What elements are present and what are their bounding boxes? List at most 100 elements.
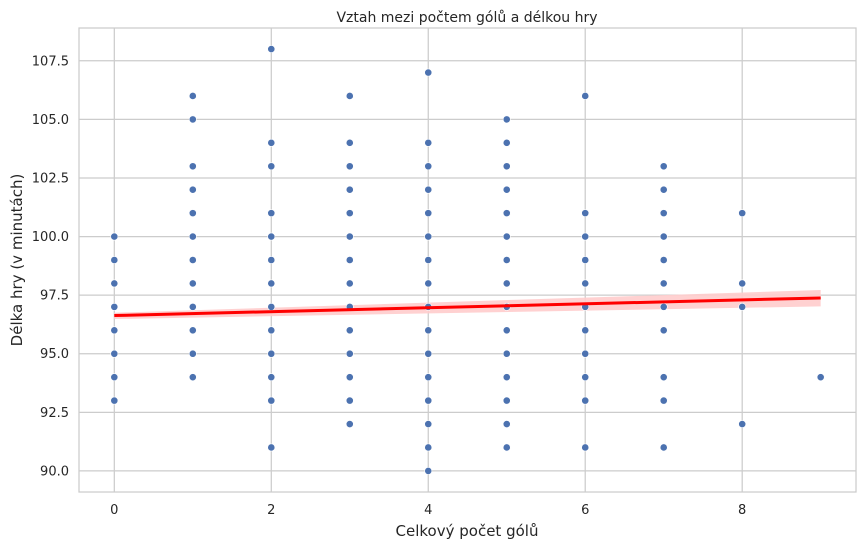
data-point xyxy=(188,232,197,241)
data-point xyxy=(267,138,276,147)
data-point xyxy=(188,302,197,311)
y-tick-label: 107.5 xyxy=(32,54,69,69)
data-point xyxy=(110,349,119,358)
data-point xyxy=(659,209,668,218)
data-point xyxy=(424,209,433,218)
data-point xyxy=(581,326,590,335)
data-point xyxy=(659,373,668,382)
data-point xyxy=(345,209,354,218)
data-point xyxy=(581,349,590,358)
data-point xyxy=(424,373,433,382)
data-point xyxy=(581,232,590,241)
data-point xyxy=(659,185,668,194)
data-point xyxy=(424,420,433,428)
data-point xyxy=(424,396,433,405)
data-point xyxy=(659,302,668,311)
data-point xyxy=(424,349,433,358)
data-points xyxy=(110,45,825,475)
data-point xyxy=(502,115,511,124)
data-point xyxy=(424,232,433,241)
data-point xyxy=(267,443,276,452)
data-point xyxy=(188,326,197,335)
x-tick-label: 2 xyxy=(267,503,275,518)
data-point xyxy=(345,162,354,171)
x-tick-label: 8 xyxy=(738,503,746,518)
data-point xyxy=(502,256,511,264)
data-point xyxy=(267,326,276,335)
data-point xyxy=(110,232,119,241)
data-point xyxy=(816,373,825,382)
y-tick-label: 97.5 xyxy=(40,289,69,304)
data-point xyxy=(502,396,511,405)
data-point xyxy=(659,443,668,452)
data-point xyxy=(188,279,197,288)
data-point xyxy=(424,185,433,194)
data-point xyxy=(502,443,511,452)
data-point xyxy=(345,232,354,241)
data-point xyxy=(267,256,276,264)
data-point xyxy=(267,279,276,288)
data-point xyxy=(502,349,511,358)
data-point xyxy=(581,209,590,218)
x-axis-label: Celkový počet gólů xyxy=(396,522,539,540)
x-tick-label: 0 xyxy=(110,503,118,518)
data-point xyxy=(267,232,276,241)
data-point xyxy=(110,256,119,264)
data-point xyxy=(502,162,511,171)
data-point xyxy=(581,256,590,264)
data-point xyxy=(345,279,354,288)
data-point xyxy=(188,349,197,358)
data-point xyxy=(659,396,668,405)
y-tick-label: 92.5 xyxy=(40,406,69,421)
data-point xyxy=(345,420,354,428)
data-point xyxy=(581,279,590,288)
data-point xyxy=(581,92,590,100)
x-tick-label: 4 xyxy=(424,503,432,518)
data-point xyxy=(267,373,276,382)
y-tick-labels: 90.0 92.5 95.0 97.5 100.0 102.5 105.0 107.5 xyxy=(32,54,69,479)
data-point xyxy=(581,373,590,382)
data-point xyxy=(188,162,197,171)
chart-title: Vztah mezi počtem gólů a délkou hry xyxy=(336,10,597,26)
regression-layer xyxy=(114,296,821,318)
data-point xyxy=(738,209,747,218)
y-tick-label: 90.0 xyxy=(40,464,69,479)
data-point xyxy=(424,138,433,147)
data-point xyxy=(659,279,668,288)
data-point xyxy=(188,185,197,194)
y-tick-label: 95.0 xyxy=(40,347,69,362)
data-point xyxy=(424,68,433,77)
data-point xyxy=(502,209,511,218)
data-point xyxy=(502,185,511,194)
data-point xyxy=(502,420,511,428)
data-point xyxy=(345,326,354,335)
data-point xyxy=(345,373,354,382)
data-point xyxy=(659,232,668,241)
data-point xyxy=(424,256,433,264)
data-point xyxy=(738,279,747,288)
x-tick-label: 6 xyxy=(581,503,589,518)
data-point xyxy=(345,138,354,147)
data-point xyxy=(188,209,197,218)
data-point xyxy=(188,92,197,100)
data-point xyxy=(581,396,590,405)
data-point xyxy=(502,138,511,147)
y-tick-label: 100.0 xyxy=(32,230,69,245)
data-point xyxy=(267,302,276,311)
data-point xyxy=(502,279,511,288)
data-point xyxy=(110,396,119,405)
data-point xyxy=(110,302,119,311)
y-tick-label: 105.0 xyxy=(32,113,69,128)
data-point xyxy=(424,443,433,452)
data-point xyxy=(267,349,276,358)
data-point xyxy=(188,373,197,382)
x-tick-labels: 0 2 4 6 8 xyxy=(110,503,746,518)
regression-line xyxy=(114,296,821,318)
data-point xyxy=(502,326,511,335)
data-point xyxy=(110,373,119,382)
data-point xyxy=(659,326,668,335)
data-point xyxy=(424,279,433,288)
data-point xyxy=(424,326,433,335)
data-point xyxy=(188,115,197,124)
data-point xyxy=(345,256,354,264)
